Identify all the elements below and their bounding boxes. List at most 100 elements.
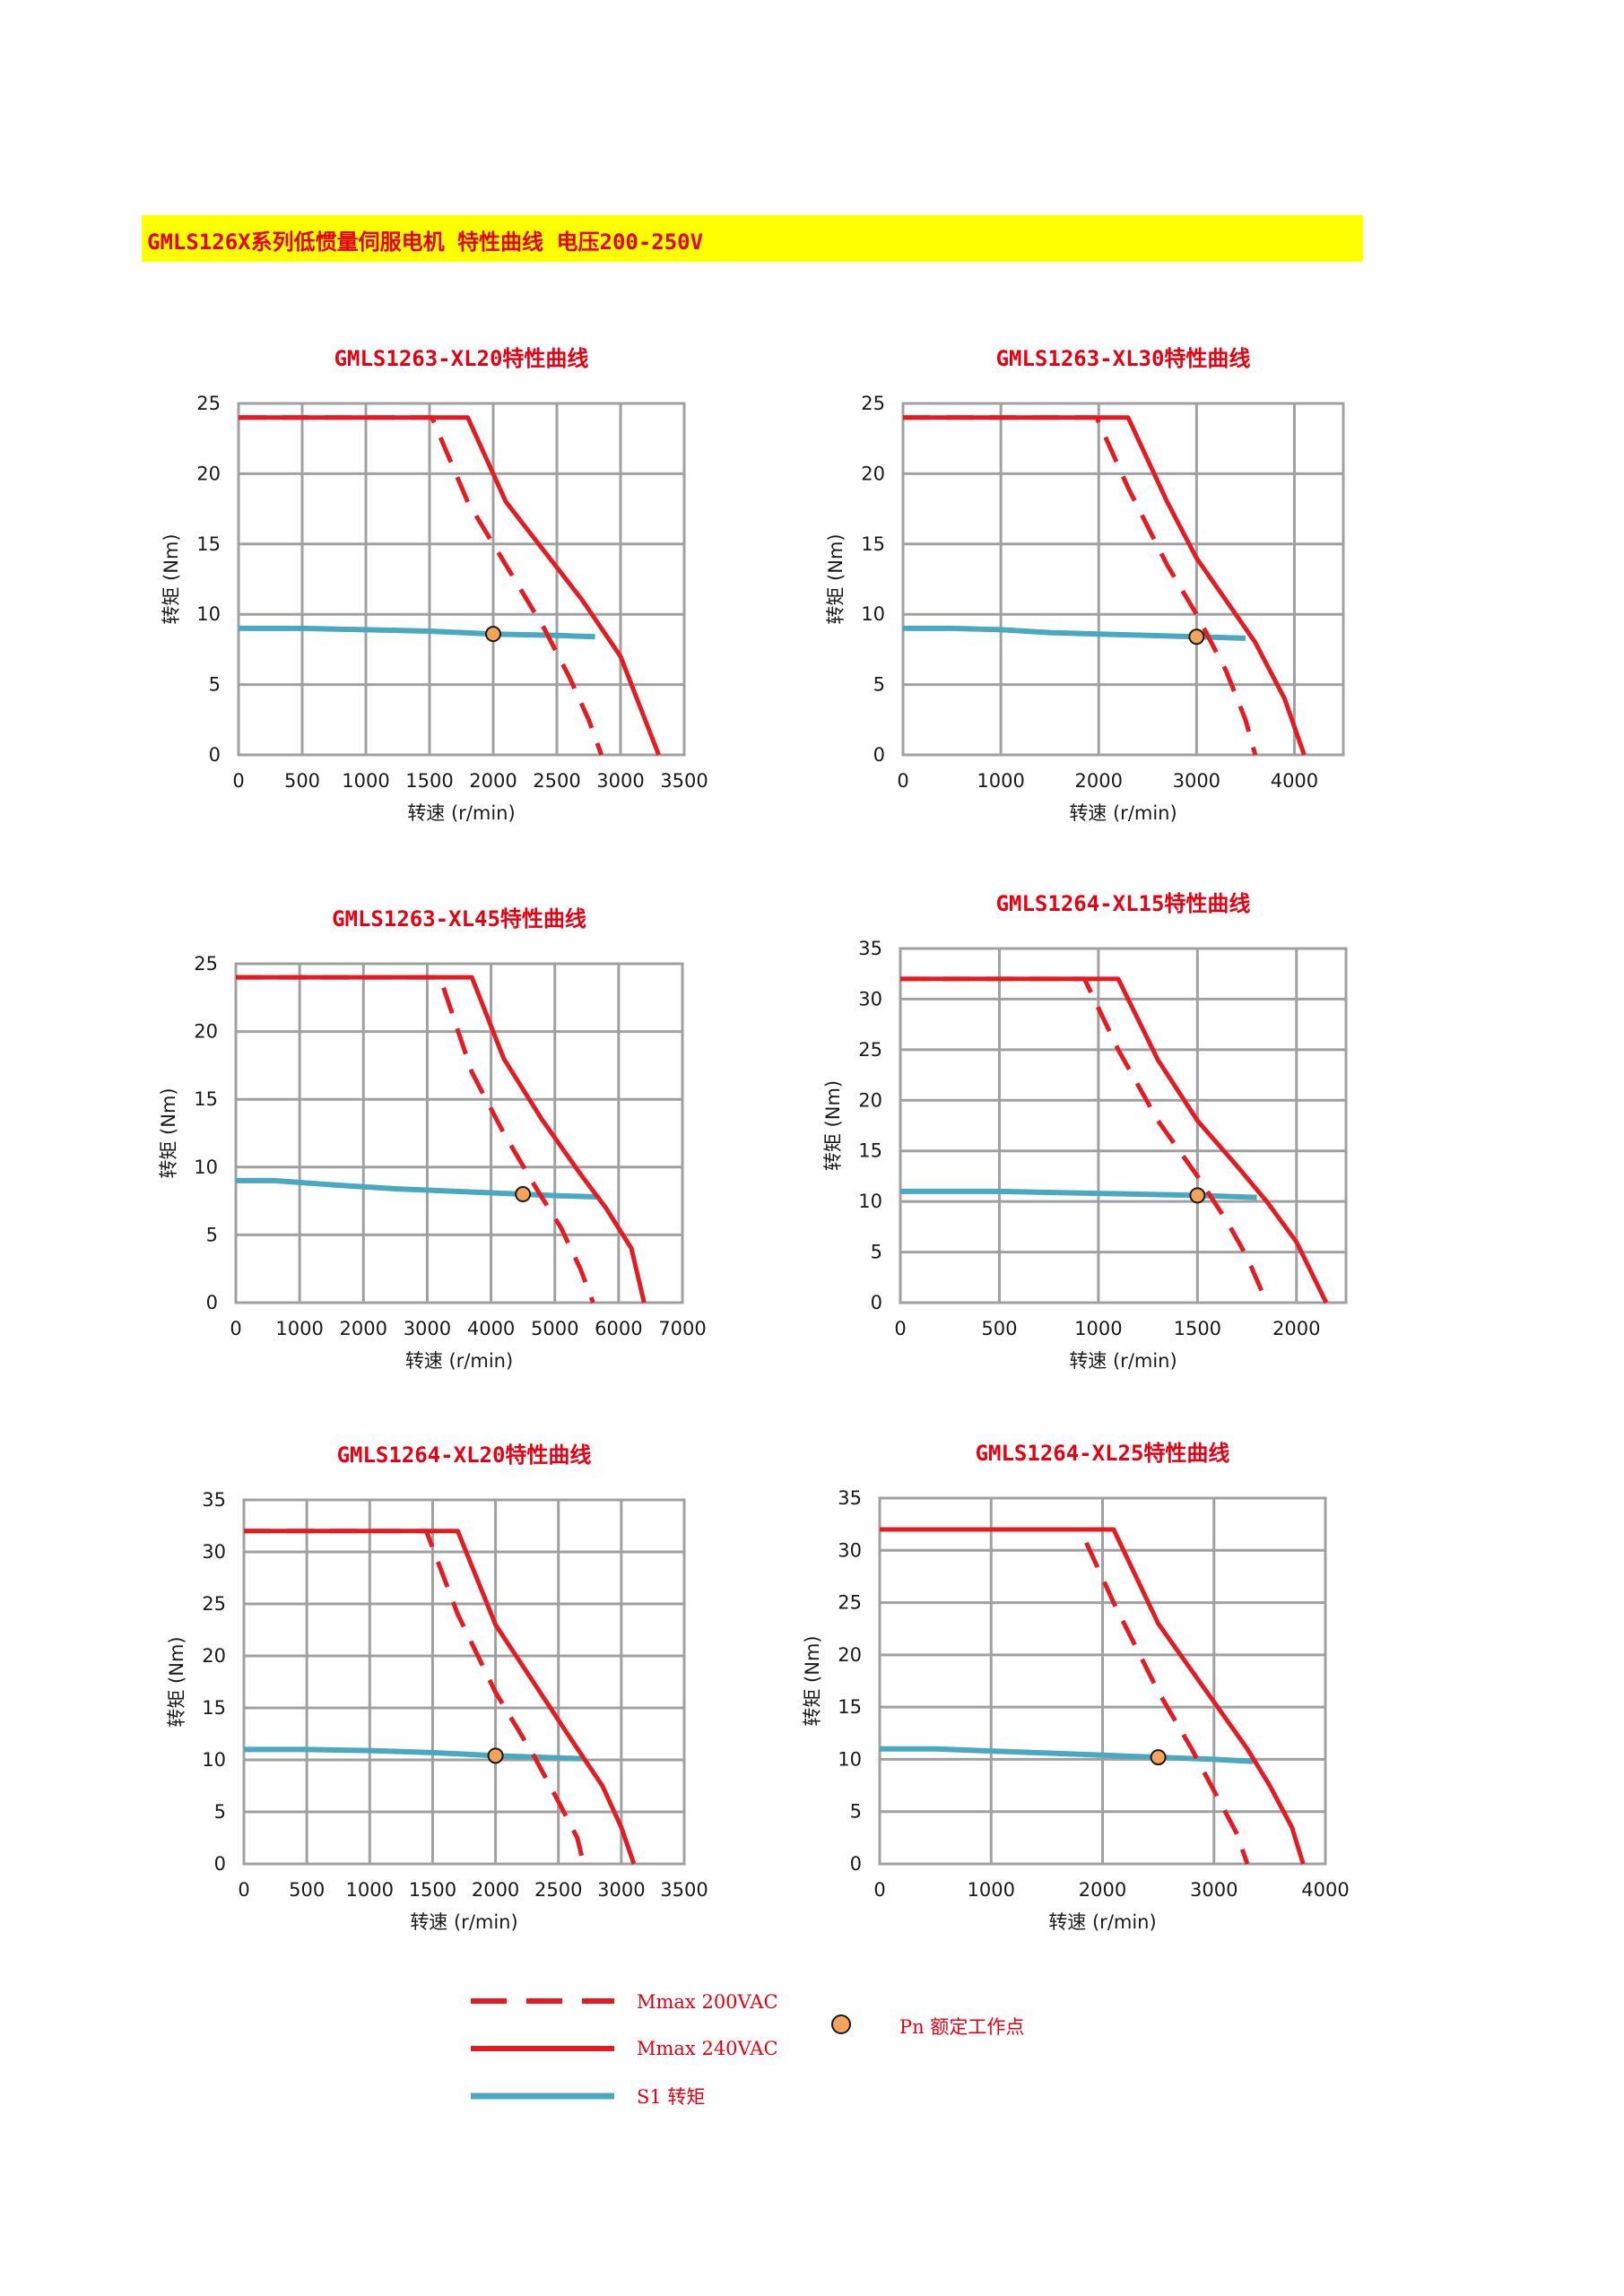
legend-mmax-240-label: Mmax 240VAC — [637, 2038, 778, 2059]
legend-mmax-200-label: Mmax 200VAC — [637, 1991, 778, 2013]
x-tick-label: 500 — [289, 1879, 325, 1901]
y-tick-label: 10 — [194, 1157, 218, 1178]
series-mmax-240 — [236, 975, 647, 1304]
chart-title: GMLS1264-XL15特性曲线 — [996, 891, 1251, 916]
series-mmax-200 — [244, 1529, 586, 1865]
x-tick-label: 3000 — [597, 1879, 645, 1901]
x-tick-label: 0 — [894, 1318, 906, 1339]
x-tick-label: 2500 — [534, 1879, 582, 1901]
y-tick-label: 15 — [861, 533, 885, 555]
x-tick-label: 0 — [230, 1318, 241, 1339]
chart-1: GMLS1263-XL20特性曲线 0 500 1000 1500 2000 2500 300… — [161, 346, 708, 824]
x-axis-label: 转速 (r/min) — [1069, 1350, 1177, 1372]
rated-point-marker — [487, 1747, 504, 1764]
y-tick-label: 10 — [202, 1749, 226, 1771]
y-tick-label: 15 — [196, 533, 221, 555]
y-tick-label: 25 — [861, 393, 885, 414]
plot-frame — [899, 947, 1348, 1304]
rated-point-marker — [1188, 628, 1205, 645]
y-axis-label: 转矩 (Nm) — [166, 1636, 187, 1727]
y-tick-label: 35 — [858, 938, 882, 959]
series-s1 — [900, 1188, 1257, 1200]
x-tick-label: 3000 — [596, 770, 644, 792]
series-mmax-240 — [903, 415, 1307, 756]
y-tick-label: 15 — [194, 1088, 218, 1110]
chart-4: GMLS1264-XL15特性曲线 0 500 1000 1500 2000 0 5 10 15 2… — [822, 891, 1348, 1372]
x-tick-label: 1000 — [342, 770, 389, 792]
x-axis-label: 转速 (r/min) — [1048, 1911, 1156, 1933]
series-s1 — [236, 1177, 600, 1200]
series-mmax-200 — [903, 415, 1258, 756]
x-tick-label: 3500 — [660, 1879, 708, 1901]
x-tick-label: 2500 — [533, 770, 580, 792]
chart-title: GMLS1263-XL30特性曲线 — [996, 346, 1251, 371]
y-tick-label: 10 — [196, 603, 221, 625]
chart-title: GMLS1263-XL20特性曲线 — [334, 346, 589, 371]
y-tick-label: 15 — [202, 1697, 226, 1719]
series-mmax-240 — [239, 415, 661, 756]
x-tick-label: 2000 — [472, 1879, 519, 1901]
x-tick-label: 0 — [238, 1879, 249, 1901]
rated-point-marker — [485, 626, 501, 643]
y-tick-label: 30 — [858, 988, 882, 1009]
series-mmax-240 — [900, 976, 1329, 1304]
legend: Mmax 200VAC Mmax 240VAC S1 转矩 Pn 额定工作点 — [471, 1991, 1024, 2108]
x-tick-label: 3000 — [404, 1318, 451, 1339]
y-tick-label: 10 — [858, 1191, 882, 1212]
legend-pn-label: Pn 额定工作点 — [899, 2016, 1024, 2038]
y-tick-label: 20 — [196, 463, 221, 484]
series-mmax-240 — [880, 1527, 1306, 1865]
series-s1 — [880, 1746, 1254, 1764]
x-tick-label: 1000 — [1074, 1318, 1122, 1339]
chart-2: GMLS1263-XL30特性曲线 0 1000 2000 3000 4000 0 5 10 15… — [825, 346, 1345, 824]
plot-frame — [234, 962, 684, 1304]
legend-pn-marker — [831, 2014, 851, 2034]
y-tick-label: 20 — [194, 1021, 218, 1043]
series-s1 — [244, 1746, 584, 1762]
x-axis-label: 转速 (r/min) — [1069, 802, 1177, 824]
y-tick-label: 30 — [202, 1541, 226, 1563]
x-tick-label: 2000 — [1079, 1879, 1126, 1901]
y-axis-label: 转矩 (Nm) — [802, 1635, 823, 1726]
x-tick-label: 0 — [897, 770, 908, 792]
y-tick-label: 0 — [871, 1292, 882, 1313]
x-tick-label: 2000 — [1272, 1318, 1320, 1339]
rated-point-marker — [515, 1186, 532, 1203]
series-mmax-240 — [244, 1529, 637, 1865]
x-tick-label: 1000 — [977, 770, 1024, 792]
rated-point-marker — [1150, 1749, 1167, 1766]
y-tick-label: 0 — [873, 744, 885, 766]
y-axis-label: 转矩 (Nm) — [158, 1087, 179, 1178]
x-tick-label: 3500 — [660, 770, 708, 792]
y-tick-label: 5 — [206, 1224, 218, 1245]
y-tick-label: 0 — [850, 1853, 862, 1875]
series-s1 — [903, 625, 1246, 641]
page-title: GMLS126X系列低惯量伺服电机 特性曲线 电压200-250V — [147, 230, 704, 255]
y-tick-label: 20 — [858, 1089, 882, 1111]
x-tick-label: 500 — [981, 1318, 1017, 1339]
plot-frame — [242, 1498, 686, 1866]
series-mmax-200 — [239, 415, 604, 756]
plot-frame — [878, 1496, 1327, 1866]
chart-title: GMLS1263-XL45特性曲线 — [332, 906, 586, 931]
y-tick-label: 15 — [838, 1696, 862, 1718]
y-tick-label: 5 — [850, 1801, 862, 1823]
x-tick-label: 6000 — [595, 1318, 642, 1339]
y-tick-label: 10 — [861, 603, 885, 625]
rated-point-marker — [1189, 1187, 1206, 1204]
x-tick-label: 1500 — [405, 770, 453, 792]
x-tick-label: 7000 — [658, 1318, 706, 1339]
y-tick-label: 15 — [858, 1140, 882, 1162]
x-tick-label: 1000 — [346, 1879, 394, 1901]
chart-title: GMLS1264-XL20特性曲线 — [337, 1443, 592, 1468]
y-tick-label: 20 — [202, 1645, 226, 1667]
x-tick-label: 4000 — [467, 1318, 515, 1339]
series-mmax-200 — [880, 1527, 1250, 1865]
x-tick-label: 1500 — [1174, 1318, 1221, 1339]
x-tick-label: 0 — [232, 770, 244, 792]
y-tick-label: 0 — [214, 1853, 226, 1875]
y-tick-label: 30 — [838, 1539, 862, 1561]
y-tick-label: 25 — [858, 1039, 882, 1061]
